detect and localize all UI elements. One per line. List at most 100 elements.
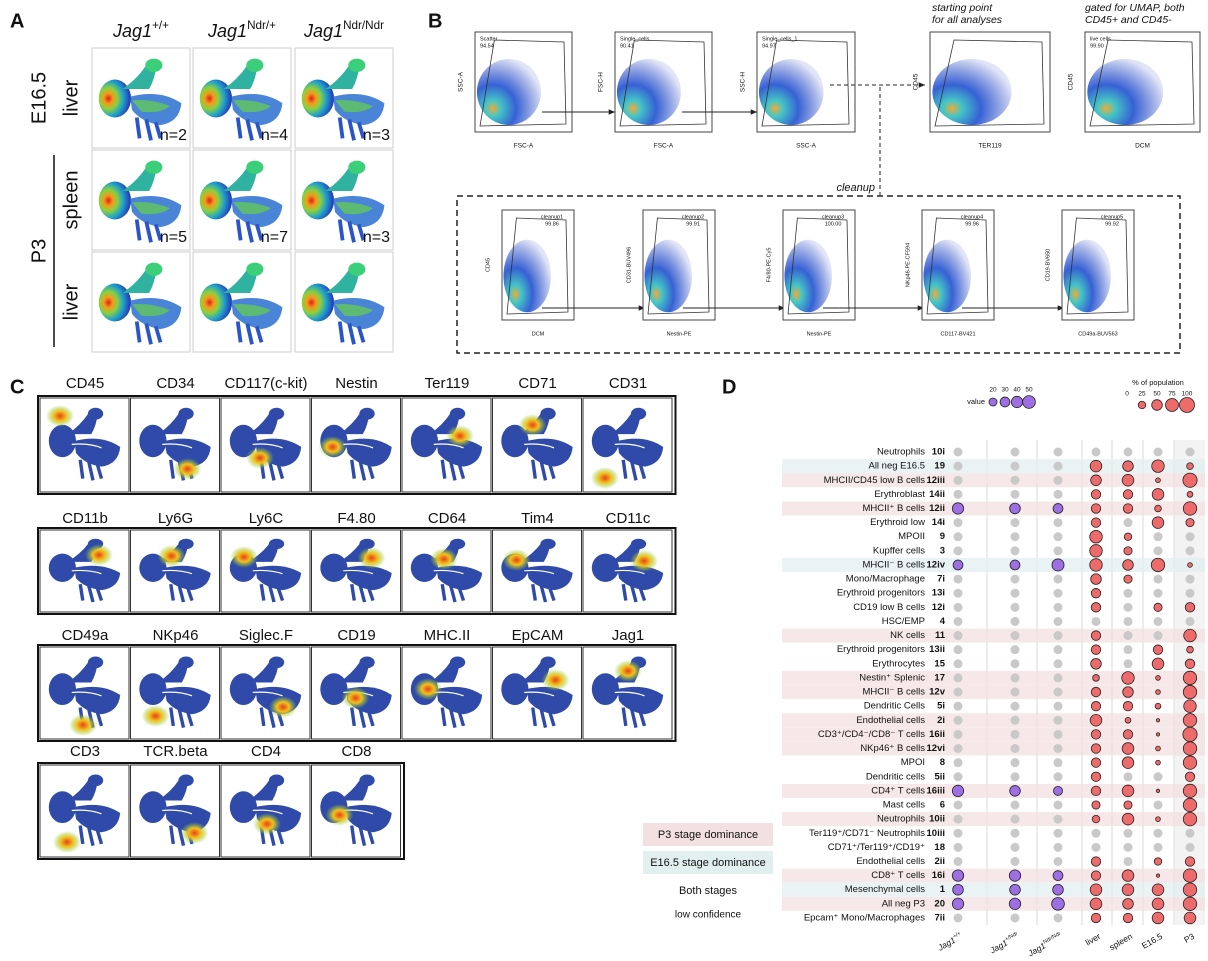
genotype-header: Jag1Ndr/+ — [207, 19, 276, 41]
percent-bubble — [1183, 671, 1196, 684]
pct-legend-tick: 100 — [1182, 391, 1193, 398]
empty-dot — [1124, 857, 1133, 866]
empty-dot — [1154, 801, 1163, 810]
n-label: n=7 — [261, 229, 288, 246]
percent-bubble — [1090, 530, 1103, 543]
flow-y-label: CD45 — [485, 258, 491, 272]
row-id: 7i — [937, 574, 945, 585]
label-sup: +/+ — [952, 931, 962, 940]
row-id: 12i — [932, 602, 945, 613]
empty-dot — [1186, 589, 1195, 598]
value-bubble — [952, 503, 963, 514]
value-bubble — [952, 785, 963, 796]
empty-dot — [954, 772, 963, 781]
empty-dot — [1054, 617, 1063, 626]
empty-dot — [1092, 843, 1101, 852]
percent-bubble — [1186, 518, 1194, 526]
marker-expression — [53, 831, 81, 853]
value-bubble — [952, 870, 963, 881]
row-id: 5i — [937, 701, 945, 712]
empty-dot — [954, 518, 963, 527]
row-label: MPOI — [901, 757, 925, 768]
flow-cloud — [759, 59, 824, 125]
empty-dot — [1054, 589, 1063, 598]
percent-bubble — [1091, 857, 1100, 866]
value-bubble — [1010, 560, 1020, 570]
value-bubble — [1052, 559, 1064, 571]
row-label: CD3⁺/CD4⁻/CD8⁻ T cells — [818, 729, 925, 740]
row-label: Endothelial cells — [856, 715, 925, 726]
marker-name: EpCAM — [512, 627, 564, 644]
empty-dot — [1054, 448, 1063, 457]
percent-bubble — [1091, 504, 1100, 513]
gate-name: live cells — [1090, 36, 1111, 42]
value-bubble — [1009, 870, 1020, 881]
percent-bubble — [1152, 460, 1165, 473]
marker-expression — [181, 822, 209, 844]
percent-bubble — [1156, 733, 1159, 736]
pct-legend-tick: 50 — [1153, 391, 1161, 398]
flow-y-label: FSC-H — [598, 72, 605, 92]
panel-letter: C — [10, 376, 24, 398]
row-label: Nestin⁺ Splenic — [859, 672, 925, 683]
empty-dot — [1011, 688, 1020, 697]
empty-dot — [954, 815, 963, 824]
empty-dot — [1054, 716, 1063, 725]
gate-name: cleanup4 — [961, 214, 983, 220]
empty-dot — [1011, 645, 1020, 654]
row-highlight — [782, 742, 1205, 756]
row-id: 3 — [940, 545, 945, 556]
gate-pct: 90.41 — [620, 43, 634, 49]
gate-pct: 99.90 — [1090, 43, 1104, 49]
empty-dot — [954, 843, 963, 852]
percent-bubble — [1123, 730, 1132, 739]
empty-dot — [1054, 645, 1063, 654]
flow-y-label: SSC-A — [458, 71, 465, 92]
empty-dot — [954, 857, 963, 866]
empty-dot — [954, 913, 963, 922]
empty-dot — [1124, 843, 1133, 852]
flow-x-label: FSC-A — [654, 143, 674, 150]
empty-dot — [1124, 631, 1133, 640]
empty-dot — [954, 801, 963, 810]
row-id: 9 — [940, 531, 945, 542]
flow-x-label: FSC-A — [514, 143, 534, 150]
row-id: 1 — [940, 884, 946, 895]
empty-dot — [954, 702, 963, 711]
marker-expression — [85, 544, 113, 566]
n-label: n=5 — [160, 229, 187, 246]
percent-bubble — [1125, 717, 1131, 723]
marker-name: CD71 — [518, 375, 556, 392]
percent-bubble — [1151, 558, 1164, 571]
empty-dot — [1186, 617, 1195, 626]
percent-bubble — [1091, 603, 1100, 612]
percent-bubble — [1156, 746, 1161, 751]
empty-dot — [954, 730, 963, 739]
marker-name: Ly6C — [249, 510, 284, 527]
percent-bubble — [1185, 772, 1194, 781]
percent-bubble — [1091, 658, 1102, 669]
percent-bubble — [1156, 874, 1159, 877]
empty-dot — [1011, 462, 1020, 471]
row-id: 13i — [932, 588, 945, 599]
marker-name: CD8 — [341, 743, 371, 760]
empty-dot — [1011, 857, 1020, 866]
marker-expression — [269, 696, 297, 718]
empty-dot — [1054, 688, 1063, 697]
empty-dot — [1124, 617, 1133, 626]
marker-name: Ly6G — [158, 510, 193, 527]
empty-dot — [1011, 476, 1020, 485]
genotype-header: Jag1+/+ — [112, 19, 169, 41]
empty-dot — [1011, 913, 1020, 922]
percent-bubble — [1183, 727, 1197, 741]
group-legend-label: P3 stage dominance — [658, 829, 758, 841]
empty-dot — [1092, 829, 1101, 838]
panel-letter: A — [10, 10, 24, 32]
empty-dot — [1154, 843, 1163, 852]
gate-pct: 94.97 — [762, 43, 776, 49]
marker-expression — [46, 405, 74, 427]
label-base: Jag1 — [112, 21, 152, 41]
genotype-header: Jag1Ndr/Ndr — [303, 19, 384, 41]
empty-dot — [1054, 913, 1063, 922]
gate-name: cleanup3 — [822, 214, 844, 220]
